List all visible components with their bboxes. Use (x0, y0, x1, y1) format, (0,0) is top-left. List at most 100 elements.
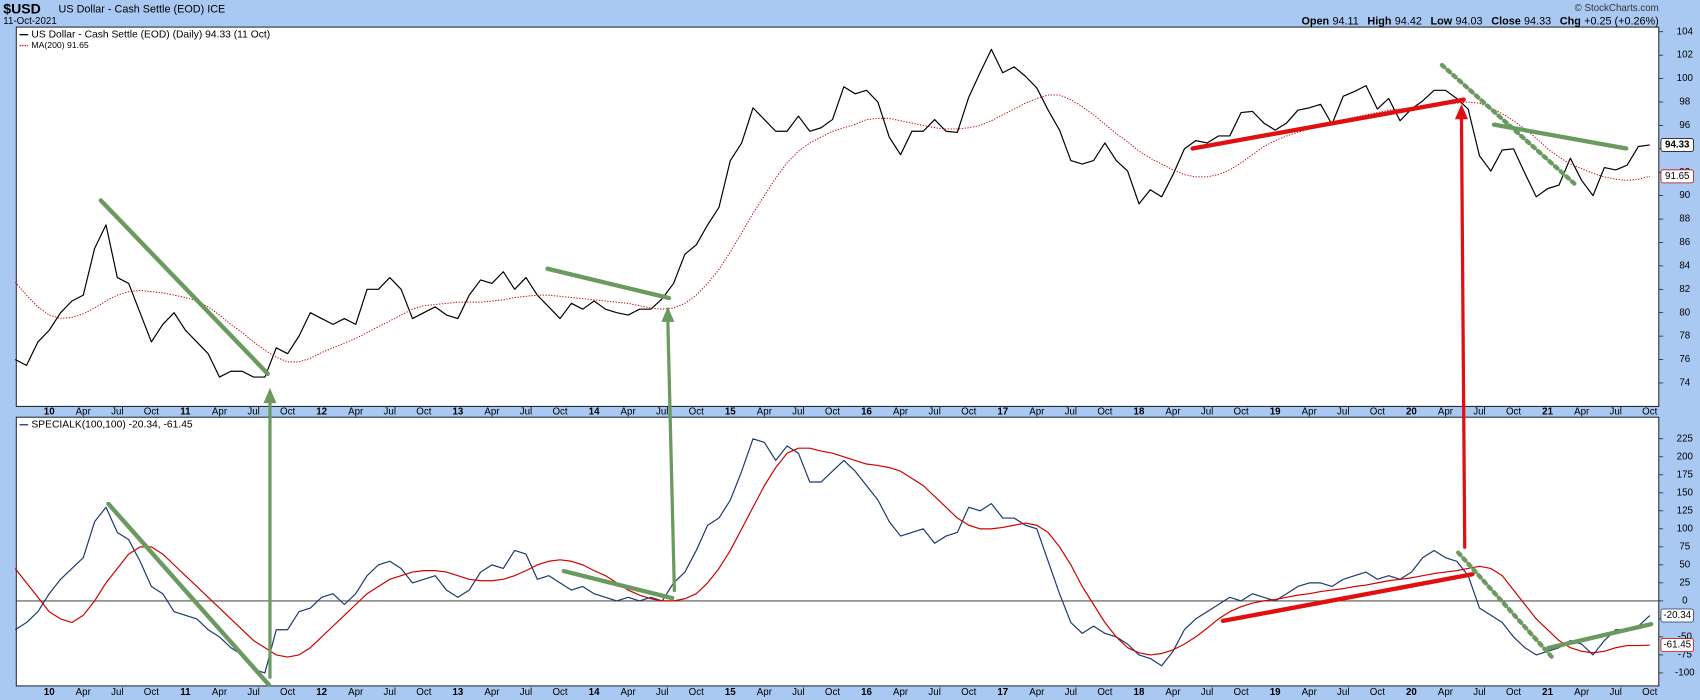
series-line (14, 48, 1650, 378)
y-tick-label: 25 (1679, 577, 1690, 588)
y-tick-label: 78 (1679, 331, 1690, 342)
x-tick-label: Oct (144, 687, 159, 698)
x-tick-label: Jul (1201, 406, 1213, 417)
quote-value: 94.11 (1332, 16, 1358, 28)
x-tick-label: 12 (316, 687, 327, 698)
x-tick-label: 19 (1270, 687, 1281, 698)
x-tick-label: 11 (180, 406, 191, 417)
y-tick-label: 88 (1679, 214, 1690, 225)
x-tick-label: Jul (1065, 687, 1077, 698)
x-tick-label: Jul (928, 687, 940, 698)
x-tick-label: Jul (1337, 687, 1349, 698)
x-tick-label: Oct (552, 687, 567, 698)
series-line (14, 447, 1650, 658)
annotations (98, 62, 1654, 687)
x-tick-label: 16 (861, 687, 872, 698)
trendline (1220, 572, 1475, 624)
x-tick-label: Apr (1302, 687, 1318, 698)
y-tick-label: 96 (1679, 120, 1690, 131)
trendline (1546, 621, 1654, 651)
x-tick-label: Jul (1201, 687, 1213, 698)
x-tick-label: Oct (280, 406, 295, 417)
y-tick-label: 82 (1679, 284, 1690, 295)
x-tick-label: Apr (484, 406, 500, 417)
quote-label: High (1367, 16, 1391, 28)
quote-label: Close (1491, 16, 1521, 28)
x-tick-label: Jul (656, 406, 668, 417)
x-tick-label: Jul (1065, 406, 1077, 417)
y-tick-label: 75 (1679, 541, 1690, 552)
x-tick-label: Jul (384, 406, 396, 417)
x-tick-label: Apr (348, 687, 364, 698)
last-value-tag (1660, 138, 1694, 152)
x-tick-label: Oct (1642, 406, 1657, 417)
y-tick-label: 150 (1677, 487, 1694, 498)
y-tick-label: 200 (1677, 451, 1694, 462)
x-tick-label: 13 (452, 687, 463, 698)
legend-label: SPECIALK(100,100) -20.34, -61.45 (31, 419, 192, 430)
last-value-tag (1660, 169, 1694, 184)
x-tick-label: 17 (997, 406, 1008, 417)
x-tick-label: Oct (825, 687, 840, 698)
x-tick-label: Oct (961, 687, 976, 698)
indicator-panel (15, 416, 1660, 687)
x-tick-label: 12 (316, 406, 327, 417)
x-tick-label: Apr (1574, 406, 1590, 417)
x-tick-label: Oct (1370, 406, 1385, 417)
x-tick-label: 11 (180, 687, 191, 698)
x-tick-label: 14 (589, 687, 600, 698)
x-tick-label: Oct (689, 687, 704, 698)
arrow-head (661, 306, 675, 322)
x-tick-label: 18 (1134, 406, 1145, 417)
x-tick-label: Oct (1506, 687, 1521, 698)
trendline (106, 501, 272, 687)
last-value-label: 94.33 (1665, 140, 1690, 151)
x-tick-label: Apr (621, 687, 637, 698)
x-tick-label: Jul (111, 687, 123, 698)
x-tick-label: Apr (1438, 406, 1454, 417)
x-tick-label: Apr (76, 687, 92, 698)
quote: Open 94.11 High 94.42 Low 94.03 Close 94.33 Chg +… (1302, 16, 1659, 28)
y-tick-label: -50 (1678, 632, 1693, 643)
quote-label: Open (1302, 16, 1330, 28)
x-tick-label: Jul (247, 687, 259, 698)
trendline (98, 198, 270, 377)
x-tick-label: Apr (893, 406, 909, 417)
x-tick-label: 18 (1134, 687, 1145, 698)
last-value-label: 91.65 (1665, 171, 1690, 182)
series-line (14, 94, 1650, 363)
x-tick-label: Oct (1097, 687, 1112, 698)
x-tick-label: 15 (725, 406, 736, 417)
symbol: $USD (3, 0, 41, 16)
y-tick-label: 74 (1679, 378, 1690, 389)
watermark: © StockCharts.com (1575, 3, 1659, 14)
trendline (1456, 550, 1555, 660)
x-tick-label: Oct (1370, 687, 1385, 698)
y-tick-label: 84 (1679, 260, 1690, 271)
y-tick-label: 225 (1677, 433, 1694, 444)
last-value-label: -20.34 (1663, 610, 1691, 621)
y-tick-label: 50 (1679, 559, 1690, 570)
quote-value: 94.33 (1524, 16, 1551, 28)
x-tick-label: Jul (1609, 406, 1621, 417)
x-tick-label: Apr (1438, 687, 1454, 698)
x-tick-label: Jul (247, 406, 259, 417)
x-tick-label: Oct (1642, 687, 1657, 698)
y-tick-label: 86 (1679, 237, 1690, 248)
x-tick-label: Apr (893, 687, 909, 698)
date: 11-Oct-2021 (3, 16, 56, 27)
x-tick-label: Oct (552, 406, 567, 417)
last-value-tag (1660, 608, 1694, 623)
x-tick-label: Jul (1609, 687, 1621, 698)
quote-label: Low (1431, 16, 1453, 28)
x-tick-label: 21 (1542, 687, 1553, 698)
x-tick-label: Jul (792, 687, 804, 698)
y-tick-label: -75 (1678, 650, 1693, 661)
y-tick-label: 100 (1677, 73, 1694, 84)
x-tick-label: Jul (520, 687, 532, 698)
x-tick-label: 16 (861, 406, 872, 417)
arrow (1459, 117, 1467, 549)
series-line (14, 438, 1651, 674)
x-tick-label: Oct (144, 406, 159, 417)
